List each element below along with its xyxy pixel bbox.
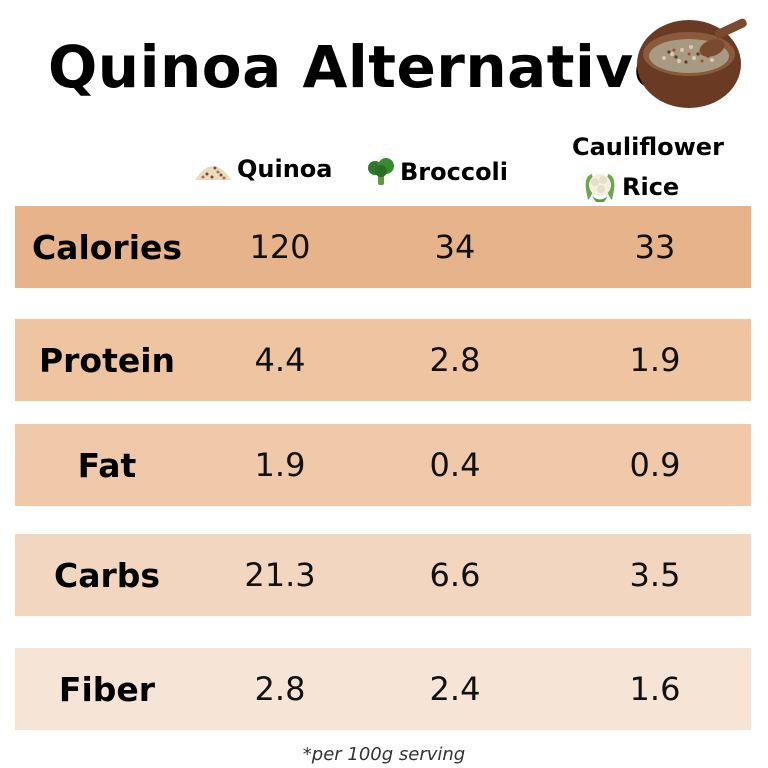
- table-row-calories: Calories 120 34 33: [15, 206, 751, 288]
- column-header-cauliflower-rice: Rice: [582, 170, 679, 204]
- column-header-quinoa-label: Quinoa: [237, 155, 333, 183]
- table-row-fiber: Fiber 2.8 2.4 1.6: [15, 648, 751, 730]
- broccoli-icon: [368, 158, 394, 185]
- column-header-cauliflower: Cauliflower: [572, 133, 724, 161]
- cell-cauliflower: 0.9: [629, 446, 681, 484]
- column-header-broccoli-label: Broccoli: [400, 158, 509, 186]
- column-header-rice-label: Rice: [622, 173, 680, 201]
- row-label: Calories: [31, 227, 183, 267]
- cell-broccoli: 0.4: [429, 446, 481, 484]
- cell-cauliflower: 1.9: [629, 341, 681, 379]
- footnote: *per 100g serving: [302, 744, 466, 765]
- page-title: Quinoa Alternatives: [48, 33, 709, 101]
- row-label: Carbs: [53, 555, 161, 595]
- cell-quinoa: 4.4: [254, 341, 306, 379]
- cell-quinoa: 1.9: [254, 446, 306, 484]
- cell-broccoli: 34: [434, 228, 476, 266]
- column-header-quinoa: Quinoa: [193, 155, 332, 183]
- table-row-fat: Fat 1.9 0.4 0.9: [15, 424, 751, 506]
- cell-cauliflower: 3.5: [629, 556, 681, 594]
- table-row-protein: Protein 4.4 2.8 1.9: [15, 319, 751, 401]
- row-label: Fiber: [58, 669, 156, 709]
- quinoa-grains-icon: [195, 166, 231, 180]
- cell-broccoli: 2.4: [429, 670, 481, 708]
- column-header-cauliflower-label: Cauliflower: [572, 133, 724, 161]
- cauliflower-icon: [585, 174, 615, 202]
- column-header-broccoli: Broccoli: [366, 157, 508, 187]
- cell-cauliflower: 1.6: [629, 670, 681, 708]
- cell-quinoa: 120: [249, 228, 311, 266]
- cell-broccoli: 2.8: [429, 341, 481, 379]
- cell-cauliflower: 33: [634, 228, 676, 266]
- row-label: Fat: [77, 445, 137, 485]
- cell-broccoli: 6.6: [429, 556, 481, 594]
- row-label: Protein: [38, 340, 176, 380]
- quinoa-bowl-icon: [637, 18, 747, 108]
- cell-quinoa: 21.3: [244, 556, 316, 594]
- cell-quinoa: 2.8: [254, 670, 306, 708]
- table-row-carbs: Carbs 21.3 6.6 3.5: [15, 534, 751, 616]
